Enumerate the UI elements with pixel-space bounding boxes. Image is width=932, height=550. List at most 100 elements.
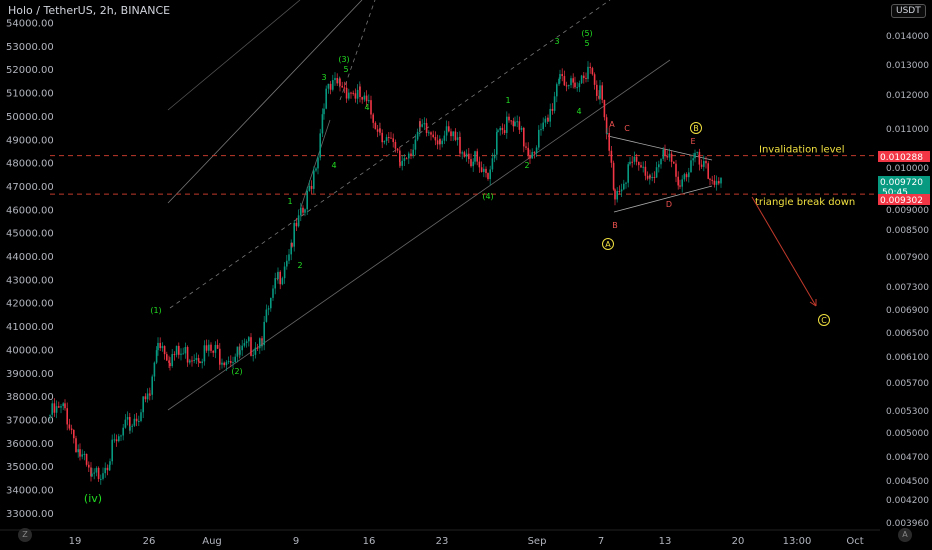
- candle-body: [113, 439, 116, 441]
- right-axis-tick: 0.004700: [886, 453, 929, 463]
- candle-body: [456, 137, 459, 140]
- candle-body: [506, 116, 508, 134]
- candle-body: [325, 88, 327, 109]
- candle-body: [383, 140, 386, 143]
- candle-body: [55, 406, 58, 413]
- candle-body: [365, 95, 368, 102]
- wave-label: C: [624, 124, 630, 133]
- candle-body: [129, 426, 131, 431]
- candle-body: [529, 155, 531, 159]
- candle-body: [651, 176, 653, 178]
- wave-label: 3: [321, 73, 326, 82]
- candle-body: [403, 158, 406, 161]
- left-axis-tick: 47000.00: [6, 182, 54, 193]
- wave-label: A: [609, 120, 615, 129]
- price-tag-value: 0.009302: [880, 196, 923, 206]
- candle-body: [416, 131, 419, 140]
- candle-body: [558, 79, 560, 85]
- candle-body: [405, 158, 408, 160]
- candle-body: [709, 178, 711, 180]
- candle-body: [496, 132, 498, 155]
- candle-body: [85, 453, 88, 465]
- candle-body: [610, 150, 613, 163]
- candle-body: [352, 92, 354, 94]
- candle-body: [180, 353, 182, 355]
- chart-title: Holo / TetherUS, 2h, BINANCE: [8, 4, 171, 17]
- candle-body: [608, 132, 610, 151]
- candle-body: [118, 436, 120, 442]
- candle-body: [122, 427, 124, 436]
- x-axis-tick: 23: [436, 536, 449, 547]
- left-axis-tick: 52000.00: [6, 65, 54, 76]
- candle-body: [97, 467, 100, 480]
- candle-body: [368, 100, 370, 102]
- candle-body: [199, 361, 201, 364]
- wave-label: 2: [297, 261, 302, 270]
- candle-body: [295, 222, 298, 227]
- candle-body: [327, 83, 330, 89]
- candle-body: [68, 424, 71, 429]
- candle-body: [178, 345, 180, 355]
- trend-line: [167, 0, 363, 204]
- candle-body: [135, 418, 138, 422]
- candle-body: [499, 127, 501, 131]
- candle-body: [551, 108, 554, 111]
- candle-body: [489, 169, 491, 180]
- candle-body: [77, 449, 79, 453]
- right-axis-tick: 0.005300: [886, 407, 929, 417]
- auto-scale-icon[interactable]: A: [898, 528, 912, 542]
- left-axis-tick: 39000.00: [6, 369, 54, 380]
- wave-label: 2: [524, 161, 529, 170]
- left-axis-tick: 37000.00: [6, 415, 54, 426]
- candle-body: [441, 140, 443, 145]
- candle-body: [568, 85, 570, 87]
- candle-body: [696, 151, 698, 153]
- candle-body: [587, 66, 589, 79]
- candle-body: [212, 350, 214, 353]
- wave-circle: [602, 238, 614, 250]
- candle-body: [348, 92, 350, 99]
- candle-body: [385, 137, 388, 141]
- right-axis-tick: 0.006500: [886, 329, 929, 339]
- candle-body: [115, 439, 118, 442]
- candle-body: [501, 127, 504, 131]
- candle-body: [191, 360, 193, 362]
- candle-body: [520, 127, 523, 130]
- candle-body: [596, 84, 598, 96]
- candle-body: [283, 266, 286, 279]
- left-axis-tick: 49000.00: [6, 135, 54, 146]
- candle-body: [81, 454, 83, 457]
- candle-body: [339, 78, 341, 86]
- left-axis-tick: 53000.00: [6, 42, 54, 53]
- right-axis-tick: 0.012000: [886, 91, 929, 101]
- candle-body: [254, 347, 257, 355]
- candle-body: [111, 439, 113, 462]
- candle-body: [51, 403, 53, 415]
- candle-body: [374, 122, 377, 130]
- candle-body: [168, 360, 170, 363]
- candle-body: [109, 461, 111, 465]
- candle-body: [497, 130, 499, 133]
- candle-body: [646, 175, 649, 179]
- candle-body: [350, 92, 352, 94]
- wave-label: B: [693, 124, 699, 133]
- wave-label: B: [612, 221, 618, 230]
- candle-body: [419, 121, 421, 127]
- x-axis-tick: 26: [143, 536, 156, 547]
- candle-body: [329, 83, 332, 90]
- currency-selector[interactable]: USDT: [891, 4, 926, 18]
- left-axis-tick: 51000.00: [6, 89, 54, 100]
- candle-body: [302, 207, 304, 213]
- wave-circle: [818, 314, 830, 326]
- x-axis-tick: 9: [293, 536, 299, 547]
- wave-label: (2): [231, 367, 242, 376]
- timezone-icon[interactable]: Z: [18, 528, 32, 542]
- candle-body: [547, 117, 549, 122]
- triangle-lower-line: [613, 185, 713, 213]
- candle-body: [603, 99, 606, 118]
- candle-body: [606, 132, 608, 134]
- candle-body: [428, 132, 430, 134]
- candle-body: [124, 419, 127, 428]
- candle-body: [448, 126, 450, 132]
